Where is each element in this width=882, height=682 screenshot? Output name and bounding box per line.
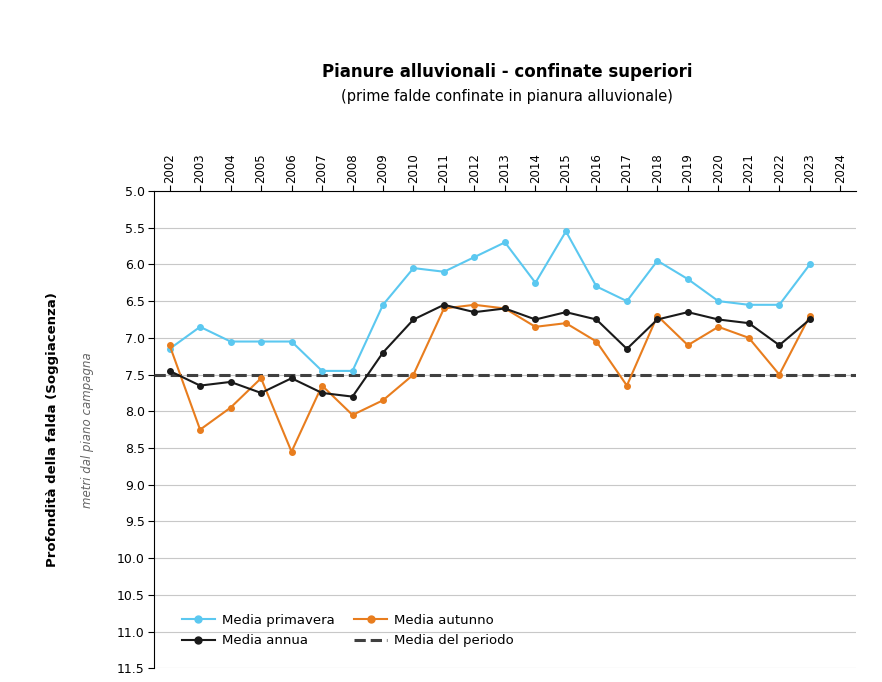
- Legend: Media primavera, Media annua, Media autunno, Media del periodo: Media primavera, Media annua, Media autu…: [182, 614, 513, 647]
- Text: (prime falde confinate in pianura alluvionale): (prime falde confinate in pianura alluvi…: [341, 89, 673, 104]
- Text: Profondità della falda (Soggiacenza): Profondità della falda (Soggiacenza): [46, 292, 59, 567]
- Text: metri dal piano campagna: metri dal piano campagna: [81, 352, 94, 507]
- Text: Pianure alluvionali - confinate superiori: Pianure alluvionali - confinate superior…: [322, 63, 692, 80]
